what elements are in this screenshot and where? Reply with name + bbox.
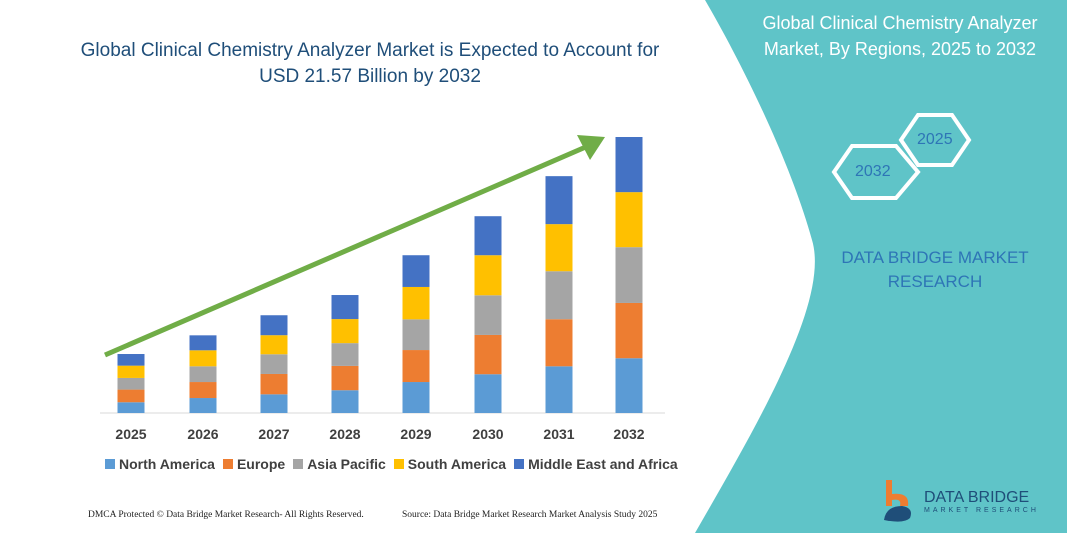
- bar-segment-2029-middle-east-and-africa: [402, 255, 430, 287]
- bar-segment-2027-north-america: [260, 394, 288, 413]
- x-tick-label: 2028: [329, 426, 361, 442]
- side-panel-title: Global Clinical Chemistry Analyzer Marke…: [762, 13, 1038, 59]
- bar-segment-2028-north-america: [331, 390, 359, 413]
- bar-segment-2025-south-america: [117, 365, 145, 378]
- bar-segment-2026-south-america: [189, 350, 217, 367]
- trend-arrowhead: [577, 135, 605, 160]
- logo-icon: [884, 480, 911, 522]
- legend-item: South America: [393, 456, 507, 472]
- bar-segment-2028-middle-east-and-africa: [331, 295, 359, 320]
- hex-label-start: 2025: [917, 131, 953, 148]
- legend-swatch: [393, 459, 404, 469]
- bar-segment-2030-south-america: [474, 255, 502, 296]
- legend-label: Middle East and Africa: [528, 456, 678, 472]
- bar-segment-2028-europe: [331, 365, 359, 391]
- legend-item: Middle East and Africa: [514, 456, 678, 472]
- bar-segment-2032-south-america: [615, 192, 643, 248]
- hexagon-2032: [831, 144, 921, 200]
- bar-segment-2030-europe: [474, 334, 502, 375]
- bar-segment-2031-north-america: [545, 366, 573, 413]
- legend-swatch: [514, 459, 525, 469]
- bar-segment-2029-south-america: [402, 286, 430, 320]
- legend-swatch: [293, 459, 304, 469]
- bar-segment-2032-asia-pacific: [615, 247, 643, 303]
- legend-label: South America: [407, 456, 507, 472]
- side-panel-background: [695, 0, 1067, 533]
- bar-segment-2029-europe: [402, 350, 430, 383]
- x-tick-label: 2025: [115, 426, 147, 442]
- x-tick-label: 2026: [187, 426, 219, 442]
- bar-segment-2026-north-america: [189, 398, 217, 413]
- hexagon-2025: [898, 113, 972, 167]
- bar-segment-2027-south-america: [260, 335, 288, 355]
- logo-name: DATA BRIDGE: [924, 488, 1030, 506]
- footer-source: Source: Data Bridge Market Research Mark…: [402, 510, 658, 520]
- bar-segment-2029-north-america: [402, 382, 430, 413]
- footer-copyright: DMCA Protected © Data Bridge Market Rese…: [88, 510, 364, 520]
- legend: North America Europe Asia Pacific South Ame…: [105, 456, 678, 472]
- bar-segment-2031-south-america: [545, 224, 573, 272]
- bar-segment-2026-europe: [189, 382, 217, 399]
- bar-segment-2030-asia-pacific: [474, 295, 502, 335]
- legend-swatch: [222, 459, 233, 469]
- bar-segment-2031-asia-pacific: [545, 271, 573, 320]
- legend-label: Europe: [236, 456, 286, 472]
- legend-item: Europe: [222, 456, 286, 472]
- bar-segment-2030-middle-east-and-africa: [474, 216, 502, 256]
- bar-segment-2027-asia-pacific: [260, 354, 288, 374]
- x-tick-label: 2029: [400, 426, 432, 442]
- x-tick-label: 2032: [613, 426, 645, 442]
- trend-arrow: [104, 143, 589, 358]
- bar-segment-2025-europe: [117, 389, 145, 403]
- hex-label-end: 2032: [855, 163, 891, 180]
- x-tick-label: 2030: [472, 426, 504, 442]
- bar-segment-2032-north-america: [615, 358, 643, 413]
- legend-item: North America: [105, 456, 215, 472]
- bar-segment-2028-asia-pacific: [331, 343, 359, 366]
- logo: DATA BRIDGE MARKET RESEARCH: [880, 478, 1039, 524]
- x-tick-label: 2027: [258, 426, 290, 442]
- legend-label: North America: [119, 456, 215, 472]
- x-tick-label: 2031: [543, 426, 575, 442]
- bar-segment-2031-middle-east-and-africa: [545, 176, 573, 225]
- bar-segment-2032-middle-east-and-africa: [615, 137, 643, 193]
- bar-segment-2027-middle-east-and-africa: [260, 315, 288, 336]
- legend-swatch: [105, 459, 115, 469]
- bar-segment-2032-europe: [615, 302, 643, 359]
- bar-segment-2027-europe: [260, 373, 288, 395]
- chart-title: Global Clinical Chemistry Analyzer Marke…: [80, 40, 660, 87]
- legend-label: Asia Pacific: [307, 456, 386, 472]
- bar-segment-2029-asia-pacific: [402, 319, 430, 351]
- legend-item: Asia Pacific: [293, 456, 386, 472]
- bar-segment-2025-middle-east-and-africa: [117, 354, 145, 366]
- bar-segment-2026-middle-east-and-africa: [189, 335, 217, 351]
- bar-segment-2026-asia-pacific: [189, 366, 217, 383]
- bar-segment-2025-north-america: [117, 402, 145, 413]
- bar-segment-2030-north-america: [474, 374, 502, 413]
- bar-segment-2028-south-america: [331, 319, 359, 344]
- bar-segment-2031-europe: [545, 319, 573, 367]
- bar-segment-2025-asia-pacific: [117, 377, 145, 390]
- logo-sub: MARKET RESEARCH: [924, 506, 1039, 514]
- brand-text: DATA BRIDGE MARKET RESEARCH: [841, 248, 1029, 291]
